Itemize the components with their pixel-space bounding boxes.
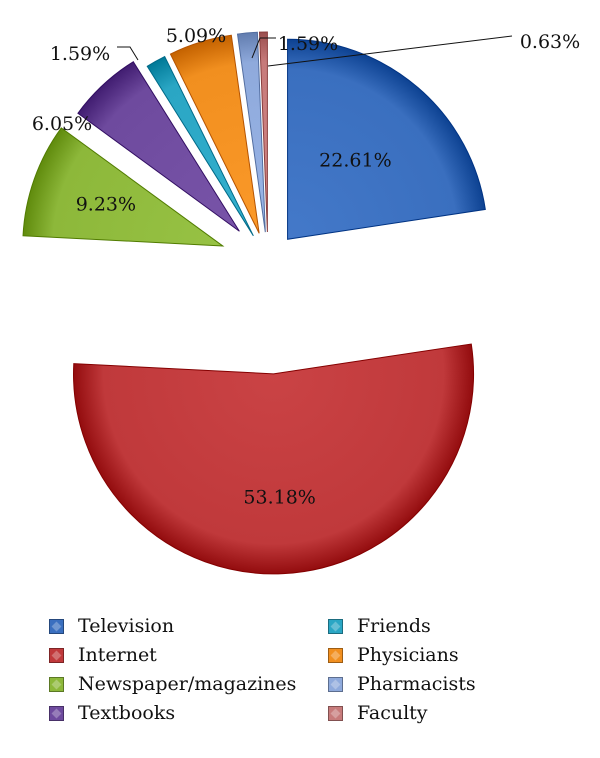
legend-item-internet: Internet xyxy=(49,641,157,669)
data-label: 5.09% xyxy=(166,25,226,47)
legend-label: Textbooks xyxy=(78,702,176,724)
data-label: 53.18% xyxy=(243,487,315,509)
legend-swatch xyxy=(328,676,343,692)
data-label: 22.61% xyxy=(319,149,391,171)
legend-label: Pharmacists xyxy=(357,673,476,695)
legend-swatch xyxy=(328,705,343,721)
data-label: 9.23% xyxy=(76,193,136,215)
legend-swatch xyxy=(328,647,343,663)
legend-label: Friends xyxy=(357,615,431,637)
legend: Television Internet Newspaper/magazines Tex… xyxy=(0,612,600,752)
legend-item-faculty: Faculty xyxy=(328,699,428,727)
pie-slice-physicians xyxy=(169,34,260,234)
legend-swatch xyxy=(49,618,64,634)
data-label: 1.59% xyxy=(50,43,110,65)
legend-swatch xyxy=(49,647,64,663)
legend-label: Physicians xyxy=(357,644,459,666)
pie-chart: 22.61% 53.18% 9.23% 6.05% 1.59% 5.09% 1.59% 0.6… xyxy=(22,25,580,575)
legend-item-pharmacists: Pharmacists xyxy=(328,670,476,698)
legend-swatch xyxy=(328,618,343,634)
pie-slice-television xyxy=(287,38,486,240)
legend-item-newspaper-magazines: Newspaper/magazines xyxy=(49,670,296,698)
pie-slices xyxy=(22,31,486,575)
legend-item-textbooks: Textbooks xyxy=(49,699,175,727)
pie-slice-pharmacists xyxy=(236,31,266,233)
legend-swatch xyxy=(49,705,64,721)
legend-item-television: Television xyxy=(49,612,174,640)
leader-line xyxy=(117,46,139,61)
leader-lines xyxy=(117,35,513,67)
legend-swatch xyxy=(49,676,64,692)
pie-slice-internet xyxy=(73,343,474,575)
legend-label: Television xyxy=(78,615,175,637)
data-labels: 22.61% 53.18% 9.23% 6.05% 1.59% 5.09% 1.59% 0.6… xyxy=(32,25,580,509)
leader-line xyxy=(251,37,276,59)
data-label: 0.63% xyxy=(520,31,580,53)
leader-line xyxy=(267,35,513,67)
data-label: 1.59% xyxy=(278,33,338,55)
legend-label: Internet xyxy=(78,644,157,666)
legend-label: Newspaper/magazines xyxy=(78,673,297,695)
pie-slice-textbooks xyxy=(77,61,240,232)
legend-label: Faculty xyxy=(357,702,428,724)
legend-item-physicians: Physicians xyxy=(328,641,459,669)
pie-slice-faculty xyxy=(258,31,268,233)
legend-item-friends: Friends xyxy=(328,612,431,640)
data-label: 6.05% xyxy=(32,113,92,135)
pie-slice-newspaper-magazines xyxy=(22,127,225,247)
pie-slice-friends xyxy=(146,55,254,237)
